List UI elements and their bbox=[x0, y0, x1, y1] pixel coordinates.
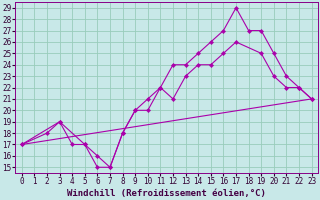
X-axis label: Windchill (Refroidissement éolien,°C): Windchill (Refroidissement éolien,°C) bbox=[67, 189, 266, 198]
